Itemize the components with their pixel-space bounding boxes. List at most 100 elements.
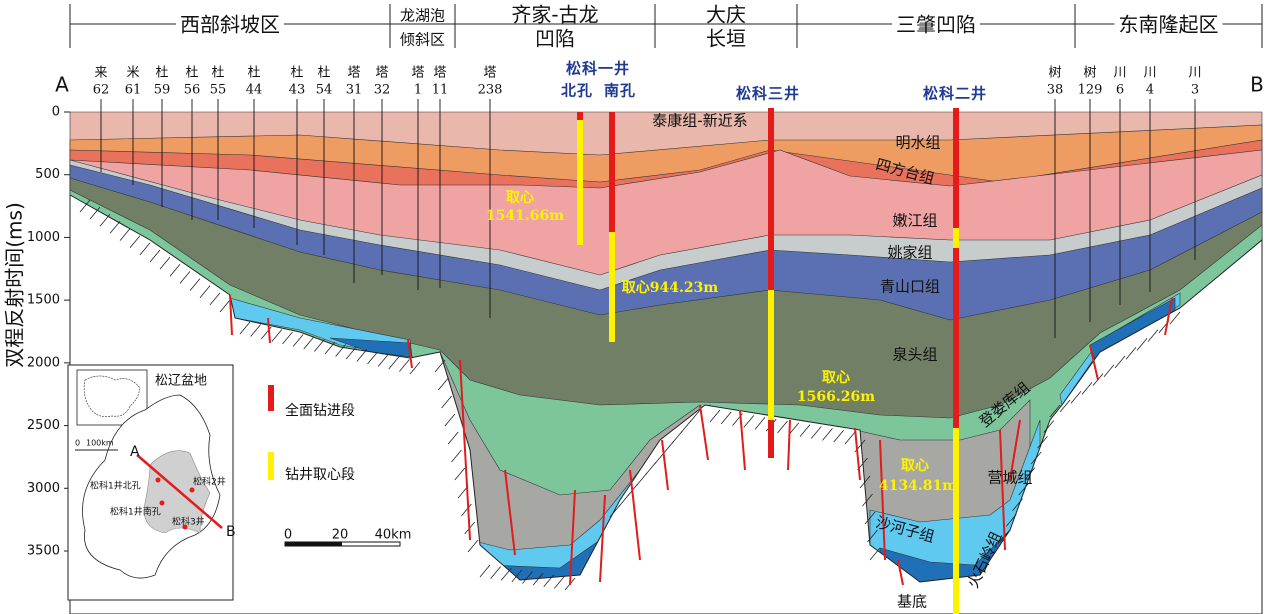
hatch: [862, 493, 873, 507]
y-tick-label: 0: [52, 105, 60, 120]
hatch: [532, 572, 544, 586]
hatch: [1081, 382, 1093, 395]
fault: [267, 317, 271, 344]
hatch: [441, 395, 452, 409]
well-number: 32: [374, 83, 391, 98]
region-label: 龙湖泡: [400, 7, 445, 25]
well-number: 11: [432, 83, 449, 98]
deep-well-label: 南孔: [604, 82, 636, 100]
well-name: 来: [94, 66, 107, 81]
fault: [739, 409, 746, 471]
hatch: [292, 334, 304, 347]
hatch: [444, 413, 456, 427]
hatch: [490, 566, 501, 579]
core-label: 取心: [822, 370, 850, 386]
section-end: B: [1250, 73, 1264, 97]
fault: [787, 419, 791, 471]
drill-segment: [577, 120, 583, 245]
fault: [1089, 344, 1099, 381]
label-bg: [1114, 12, 1223, 40]
hatch: [720, 411, 732, 425]
deep-well-label: 松科二井: [923, 85, 987, 103]
y-tick-label: 500: [35, 167, 60, 182]
core-label: 1541.66m: [486, 208, 564, 224]
hatch: [1005, 514, 1017, 527]
hatch: [1018, 482, 1030, 496]
hatch: [250, 324, 261, 337]
drill-segment: [953, 228, 959, 248]
well-number: 43: [289, 83, 306, 98]
lens: [329, 337, 413, 358]
well-name: 杜: [185, 66, 198, 81]
y-tick-label: 3500: [27, 544, 60, 559]
hatch: [461, 503, 472, 517]
well-name: 杜: [290, 66, 303, 81]
fault: [229, 294, 233, 336]
inset-well-label: 松科1井北孔: [90, 480, 141, 492]
deep-well-label: 松科三井: [736, 85, 800, 103]
hatch: [1103, 364, 1115, 378]
legend-label: 全面钻进段: [285, 402, 355, 419]
inset-china: [83, 375, 141, 417]
hatch: [409, 361, 421, 375]
well-number: 59: [154, 83, 171, 98]
hatch: [511, 569, 523, 583]
well-name: 树: [1048, 66, 1061, 81]
region-label: 凹陷: [535, 27, 575, 51]
fault: [1009, 419, 1021, 481]
core-label: 取心: [506, 190, 534, 206]
fault: [504, 469, 516, 556]
formation-label: 青山口组: [880, 278, 940, 296]
fault: [459, 359, 471, 541]
fault: [599, 494, 606, 583]
drill-segment: [609, 112, 615, 232]
drill-segment: [577, 112, 583, 120]
hatch: [1114, 355, 1126, 369]
hatch: [1070, 390, 1082, 404]
hatch: [864, 511, 876, 525]
lens: [1089, 297, 1176, 361]
inset-scale-label: 0: [75, 439, 80, 448]
hatch: [149, 249, 161, 263]
hatch: [109, 221, 121, 234]
well-number: 6: [1116, 83, 1124, 98]
hatch: [1043, 420, 1055, 433]
y-tick-label: 3000: [27, 481, 60, 496]
legend-label: 钻井取心段: [285, 467, 355, 483]
hatch: [554, 576, 565, 589]
hatch: [844, 431, 856, 445]
hatch: [345, 346, 357, 360]
fault: [699, 404, 709, 461]
well-name: 米: [126, 66, 139, 81]
formation-label: 泉头组: [892, 346, 937, 364]
hatch: [377, 354, 389, 367]
layers: [69, 111, 1263, 614]
formation-label: 营城组: [987, 469, 1032, 487]
hatch: [99, 214, 111, 227]
drill-segment: [953, 108, 959, 228]
inset-title: 松辽盆地: [155, 374, 207, 389]
hatch: [810, 426, 822, 439]
hatch: [1012, 498, 1023, 512]
well-name: 树: [1083, 66, 1096, 81]
well-name: 塔: [483, 66, 496, 81]
hatch: [636, 473, 647, 486]
drill-segment: [768, 108, 774, 290]
fault: [1164, 297, 1173, 336]
fault: [569, 489, 576, 586]
inset-well: [189, 487, 195, 493]
hatch: [799, 424, 811, 437]
well-name: 杜: [247, 66, 260, 81]
hatch: [1030, 451, 1042, 465]
drill-segment: [609, 232, 615, 342]
basement: [69, 194, 1263, 614]
well-number: 31: [346, 83, 363, 98]
hatch: [324, 341, 336, 355]
inset-end: A: [130, 444, 140, 460]
fault: [999, 429, 1006, 551]
well-number: 44: [246, 83, 263, 98]
hatch: [119, 228, 131, 241]
well-number: 1: [414, 83, 422, 98]
inset-scale-label: 100km: [86, 439, 114, 448]
well-number: 238: [478, 83, 503, 98]
